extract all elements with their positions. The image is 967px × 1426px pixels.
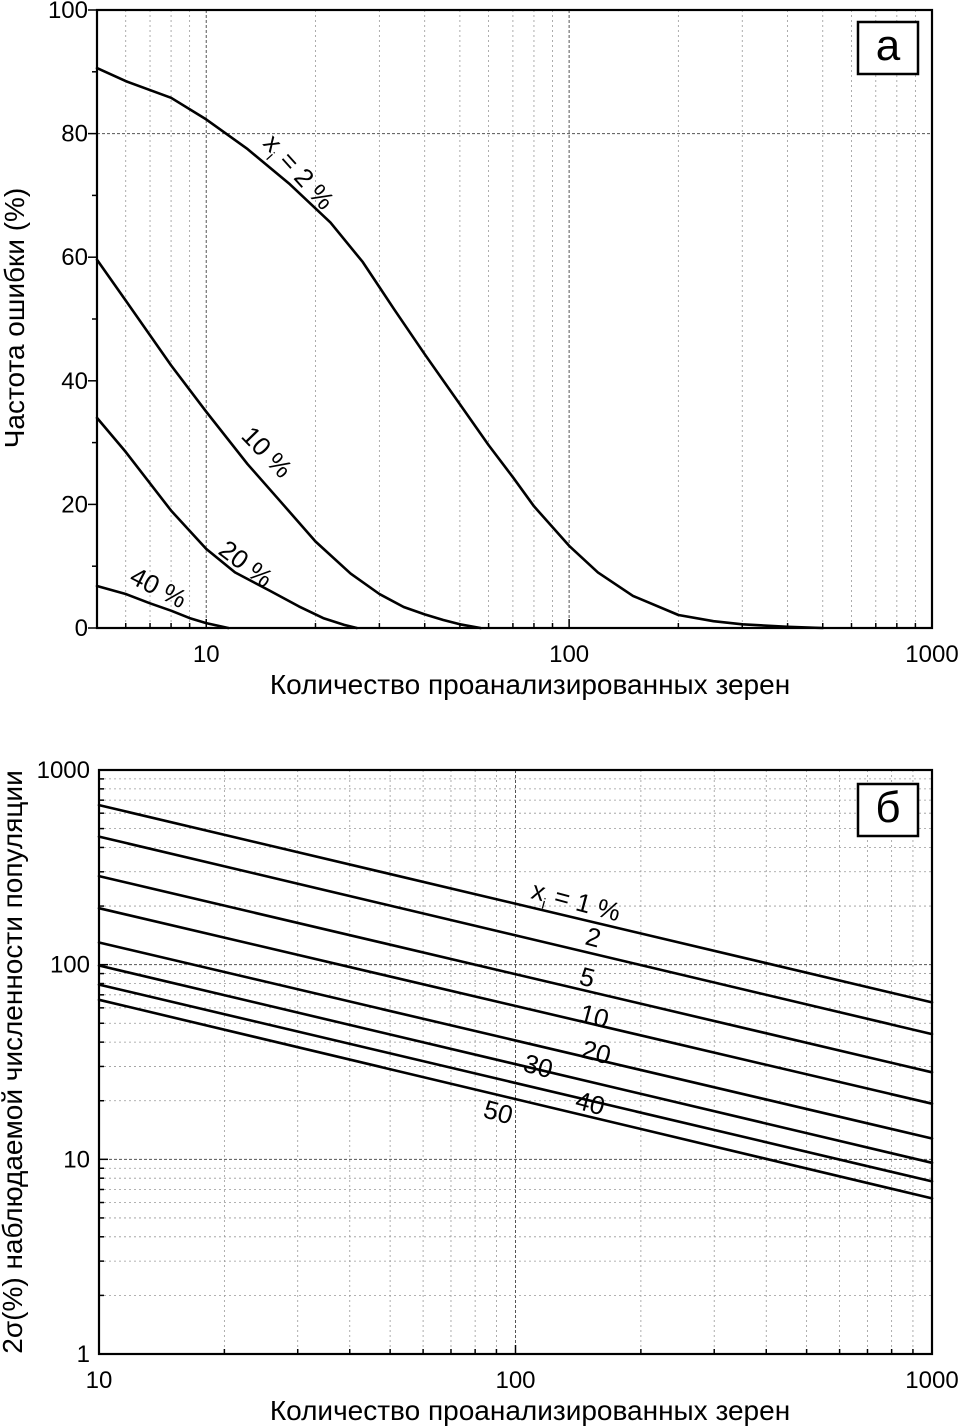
x-tick-label: 1000	[905, 1367, 958, 1394]
series-label: 2	[582, 921, 604, 954]
series-line	[97, 998, 934, 1200]
series-label: 20 %	[213, 534, 278, 594]
y-axis-title: 2σ(%) наблюдаемой численности популяции	[0, 770, 28, 1353]
series-label: 30	[520, 1048, 556, 1084]
series-line	[95, 66, 825, 630]
plot-frame	[95, 8, 934, 630]
y-tick-label: 1000	[37, 757, 90, 784]
series-line	[97, 803, 934, 1004]
x-tick-label: 100	[549, 641, 589, 668]
y-tick-label: 100	[50, 952, 90, 979]
grid	[98, 769, 933, 1355]
series-label: 5	[576, 961, 598, 994]
y-axis-title: Частота ошибки (%)	[0, 188, 30, 449]
series-label: xi = 2 %	[254, 128, 341, 219]
series-line	[97, 874, 934, 1074]
series-line	[97, 964, 934, 1165]
y-tick-label: 0	[75, 615, 88, 642]
series-label: xi = 1 %	[527, 875, 624, 932]
series-line	[95, 416, 359, 630]
series-line	[97, 835, 934, 1036]
x-axis-title: Количество проанализированных зерен	[270, 1395, 790, 1426]
series-line	[97, 941, 934, 1140]
plot-frame	[97, 768, 934, 1356]
series-line	[95, 258, 482, 630]
y-axis: 1 10 100 1000	[37, 757, 108, 1368]
y-tick-label: 20	[61, 491, 88, 518]
panel-tag-box	[856, 20, 920, 76]
series-label: 50	[480, 1094, 516, 1130]
x-tick-label: 100	[495, 1367, 535, 1394]
x-axis: 10 100 1000	[86, 1345, 959, 1394]
grid	[96, 10, 933, 628]
y-tick-label: 1	[77, 1341, 90, 1368]
y-axis: 0 20 40 60 80 100	[48, 0, 97, 642]
series-label: 10	[576, 998, 612, 1034]
panel-tag: б	[875, 783, 900, 832]
series-label: 20	[578, 1034, 614, 1070]
y-tick-label: 80	[61, 121, 88, 148]
y-tick-label: 40	[61, 368, 88, 395]
series-line	[95, 584, 230, 630]
x-tick-label: 10	[193, 641, 220, 668]
y-tick-label: 10	[63, 1146, 90, 1173]
series-label: 10 %	[236, 420, 299, 483]
x-tick-label: 1000	[905, 641, 958, 668]
y-tick-label: 60	[61, 244, 88, 271]
series-line	[97, 983, 934, 1183]
y-tick-label: 100	[48, 0, 88, 24]
x-axis-title: Количество проанализированных зерен	[270, 669, 790, 700]
x-tick-label: 10	[86, 1367, 113, 1394]
panel-tag: а	[876, 21, 901, 70]
series-line	[97, 906, 934, 1105]
panel-tag-box	[856, 782, 920, 838]
